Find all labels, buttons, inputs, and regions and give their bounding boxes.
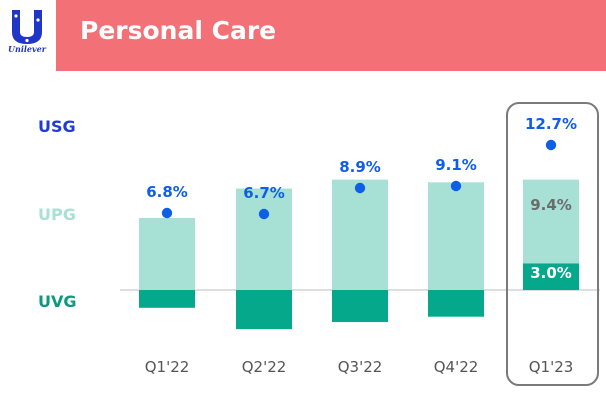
uvg-bar [332,290,388,323]
uvg-bar [236,290,292,330]
upg-bar [332,179,388,290]
usg-marker [258,208,270,220]
uvg-bar [523,263,579,290]
usg-marker [545,139,557,151]
uvg-row-label: UVG [38,292,77,311]
usg-marker [450,180,462,192]
page-title: Personal Care [80,16,277,45]
x-tick-label: Q4'22 [434,358,479,376]
brand-name: Unilever [8,44,46,54]
uvg-value-label: 3.0% [530,264,572,282]
unilever-logo-icon [12,10,42,44]
upg-bar [428,182,484,290]
header-banner: Personal Care [56,0,606,71]
usg-marker [354,182,366,194]
uvg-bar [428,290,484,317]
usg-marker [161,207,173,219]
upg-value-label: 9.4% [530,196,572,214]
usg-value-label: 6.7% [243,184,285,202]
usg-value-label: 6.8% [146,183,188,201]
upg-bar [139,217,195,290]
uvg-bar [139,290,195,308]
highlight-box [506,102,599,386]
usg-value-label: 8.9% [339,158,381,176]
usg-row-label: USG [38,117,76,136]
x-tick-label: Q2'22 [242,358,287,376]
upg-bar [523,179,579,264]
x-tick-label: Q1'22 [145,358,190,376]
x-tick-label: Q1'23 [529,358,574,376]
usg-value-label: 12.7% [525,115,577,133]
usg-value-label: 9.1% [435,156,477,174]
upg-row-label: UPG [38,205,76,224]
x-tick-label: Q3'22 [338,358,383,376]
upg-bar [236,188,292,290]
